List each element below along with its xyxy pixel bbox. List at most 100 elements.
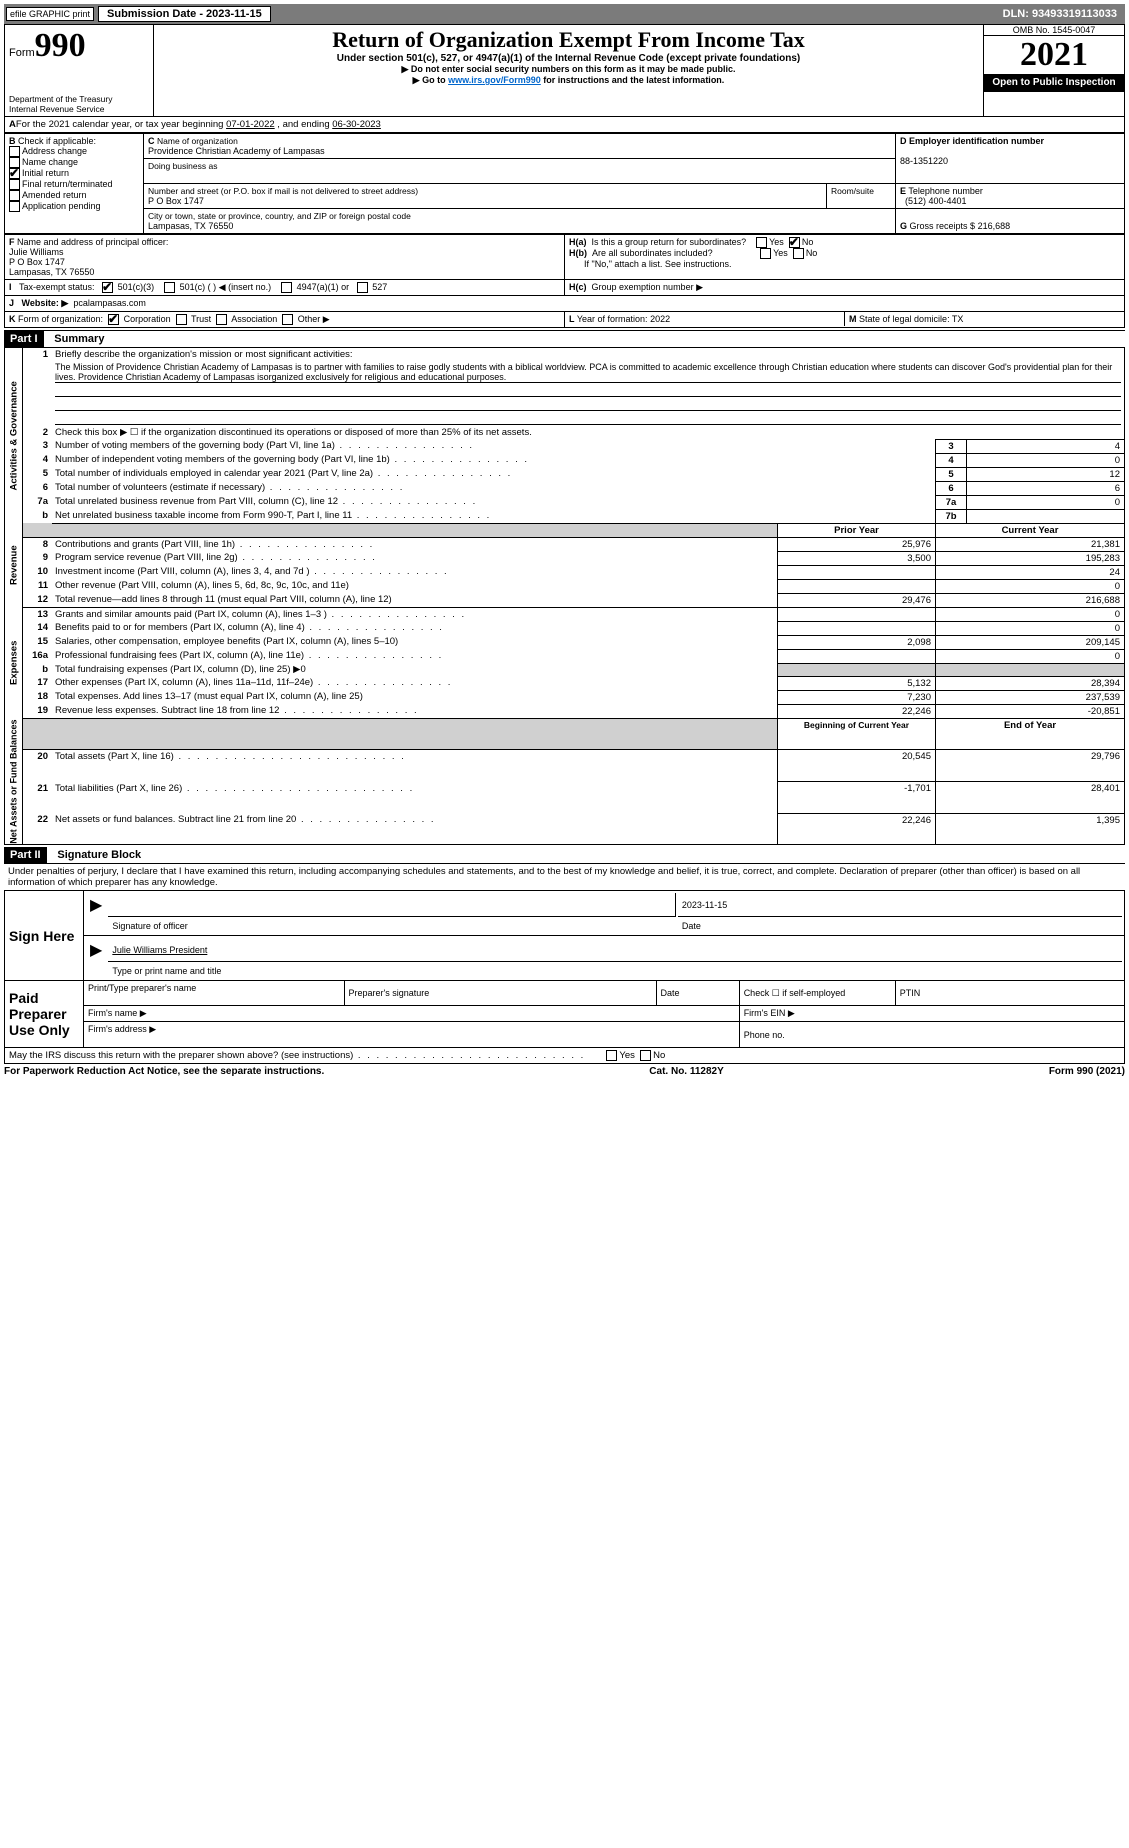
street-value: P O Box 1747 — [148, 196, 204, 206]
irs-yes[interactable] — [606, 1050, 617, 1061]
sig-date-val: 2023-11-15 — [682, 900, 727, 910]
side-net-assets: Net Assets or Fund Balances — [5, 718, 23, 845]
year-end: 06-30-2023 — [332, 119, 381, 130]
row-9: 9Program service revenue (Part VIII, lin… — [5, 551, 1125, 565]
signature-table: Sign Here ▶ 2023-11-15 Signature of offi… — [4, 890, 1125, 1048]
form-word: Form — [9, 47, 35, 59]
prep-sig-label: Preparer's signature — [349, 988, 430, 998]
cb-other[interactable] — [282, 314, 293, 325]
cb-527[interactable] — [357, 282, 368, 293]
gross-value: 216,688 — [978, 221, 1011, 231]
street-label: Number and street (or P.O. box if mail i… — [148, 186, 418, 196]
ha-yes[interactable] — [756, 237, 767, 248]
ha-no[interactable] — [789, 237, 800, 248]
row-22: 22Net assets or fund balances. Subtract … — [5, 813, 1125, 845]
row-4: 4Number of independent voting members of… — [5, 453, 1125, 467]
efile-label: efile GRAPHIC print — [6, 7, 94, 21]
year-begin: 07-01-2022 — [226, 119, 275, 130]
state-domicile-label: State of legal domicile: — [859, 314, 950, 324]
cb-final[interactable] — [9, 179, 20, 190]
cb-initial[interactable] — [9, 168, 20, 179]
year-formation-label: Year of formation: — [577, 314, 648, 324]
row-20: 20Total assets (Part X, line 16)20,54529… — [5, 750, 1125, 782]
col-current: Current Year — [936, 523, 1125, 537]
state-domicile: TX — [952, 314, 964, 324]
row-15: 15Salaries, other compensation, employee… — [5, 635, 1125, 649]
sign-here: Sign Here — [5, 891, 84, 981]
row-16a: 16aProfessional fundraising fees (Part I… — [5, 649, 1125, 663]
mission-text: The Mission of Providence Christian Acad… — [55, 362, 1121, 383]
officer-printed: Julie Williams President — [112, 945, 207, 955]
row-7a: 7aTotal unrelated business revenue from … — [5, 495, 1125, 509]
ptin-label: PTIN — [900, 988, 921, 998]
gross-label: Gross receipts $ — [910, 221, 976, 231]
self-emp-label: Check ☐ if self-employed — [744, 988, 846, 998]
arrow-icon: ▶ — [90, 942, 102, 959]
phone-label: Telephone number — [908, 186, 983, 196]
cb-corp[interactable] — [108, 314, 119, 325]
irs-label: Internal Revenue Service — [9, 104, 104, 114]
hb-yes[interactable] — [760, 248, 771, 259]
prep-name-label: Print/Type preparer's name — [88, 983, 196, 993]
goto-instructions: ▶ Go to www.irs.gov/Form990 for instruct… — [158, 75, 979, 86]
row-7b: bNet unrelated business taxable income f… — [5, 509, 1125, 523]
officer-street: P O Box 1747 — [9, 257, 65, 267]
irs-link[interactable]: www.irs.gov/Form990 — [448, 75, 541, 85]
form-number: 990 — [35, 27, 86, 64]
cat-no: Cat. No. 11282Y — [649, 1066, 723, 1077]
arrow-icon: ▶ — [90, 897, 102, 914]
part2-bar: Part II Signature Block — [4, 847, 1125, 864]
declaration: Under penalties of perjury, I declare th… — [4, 864, 1125, 890]
ein-label: Employer identification number — [909, 136, 1044, 146]
part2-num: Part II — [4, 847, 47, 863]
officer-label: Name and address of principal officer: — [17, 237, 168, 247]
cb-501c3[interactable] — [102, 282, 113, 293]
row-21: 21Total liabilities (Part X, line 26)-1,… — [5, 782, 1125, 814]
row-17: 17Other expenses (Part IX, column (A), l… — [5, 676, 1125, 690]
sig-officer-label: Signature of officer — [112, 921, 187, 931]
form-header: Form990 Return of Organization Exempt Fr… — [4, 24, 1125, 117]
cb-4947[interactable] — [281, 282, 292, 293]
col-end: End of Year — [936, 718, 1125, 750]
org-name: Providence Christian Academy of Lampasas — [148, 146, 325, 156]
row-12: 12Total revenue—add lines 8 through 11 (… — [5, 593, 1125, 607]
form-footer: Form 990 (2021) — [1049, 1066, 1125, 1077]
col-begin: Beginning of Current Year — [778, 718, 936, 750]
row-10: 10Investment income (Part VIII, column (… — [5, 565, 1125, 579]
city-value: Lampasas, TX 76550 — [148, 221, 233, 231]
dba-label: Doing business as — [148, 161, 217, 171]
officer-city: Lampasas, TX 76550 — [9, 267, 94, 277]
side-activities: Activities & Governance — [5, 348, 23, 524]
check-applicable: Check if applicable: — [18, 136, 96, 146]
ha-label: Is this a group return for subordinates? — [592, 237, 747, 247]
cb-pending[interactable] — [9, 201, 20, 212]
irs-no[interactable] — [640, 1050, 651, 1061]
cb-address[interactable] — [9, 146, 20, 157]
row-8: 8Contributions and grants (Part VIII, li… — [5, 537, 1125, 551]
row-6: 6Total number of volunteers (estimate if… — [5, 481, 1125, 495]
cb-assoc[interactable] — [216, 314, 227, 325]
row-5: 5Total number of individuals employed in… — [5, 467, 1125, 481]
cb-trust[interactable] — [176, 314, 187, 325]
submission-date: Submission Date - 2023-11-15 — [98, 6, 271, 22]
hc-label: Group exemption number ▶ — [592, 282, 703, 292]
identity-block: B Check if applicable: Address change Na… — [4, 133, 1125, 234]
website-value: pcalampasas.com — [73, 298, 146, 308]
return-subtitle: Under section 501(c), 527, or 4947(a)(1)… — [158, 53, 979, 64]
part1-title: Summary — [46, 333, 104, 345]
city-label: City or town, state or province, country… — [148, 211, 411, 221]
hb-label: Are all subordinates included? — [592, 248, 713, 258]
line1-label: Briefly describe the organization's miss… — [55, 349, 353, 360]
form-org-label: Form of organization: — [18, 314, 103, 324]
ein-value: 88-1351220 — [900, 156, 948, 166]
hb-no[interactable] — [793, 248, 804, 259]
row-14: 14Benefits paid to or for members (Part … — [5, 621, 1125, 635]
org-name-label: Name of organization — [157, 136, 238, 146]
part2-title: Signature Block — [49, 849, 141, 861]
may-irs-row: May the IRS discuss this return with the… — [4, 1048, 1125, 1064]
col-prior: Prior Year — [778, 523, 936, 537]
officer-name: Julie Williams — [9, 247, 64, 257]
omb-number: OMB No. 1545-0047 — [984, 25, 1124, 36]
cb-501c[interactable] — [164, 282, 175, 293]
cb-amended[interactable] — [9, 190, 20, 201]
